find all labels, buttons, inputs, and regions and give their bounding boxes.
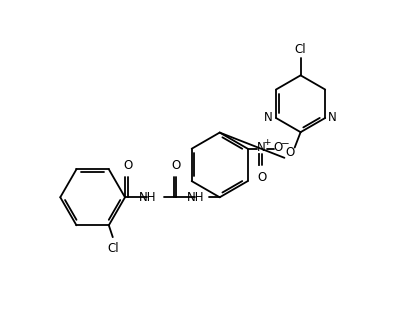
Text: Cl: Cl	[107, 242, 118, 255]
Text: O: O	[285, 146, 294, 159]
Text: O: O	[172, 159, 181, 172]
Text: N: N	[328, 112, 337, 124]
Text: NH: NH	[187, 191, 205, 204]
Text: N: N	[257, 141, 266, 154]
Text: +: +	[263, 138, 271, 147]
Text: O: O	[274, 141, 283, 154]
Text: O: O	[124, 159, 133, 172]
Text: Cl: Cl	[295, 43, 307, 56]
Text: N: N	[264, 112, 273, 124]
Text: O: O	[257, 171, 266, 184]
Text: −: −	[280, 139, 289, 149]
Text: NH: NH	[139, 191, 156, 204]
